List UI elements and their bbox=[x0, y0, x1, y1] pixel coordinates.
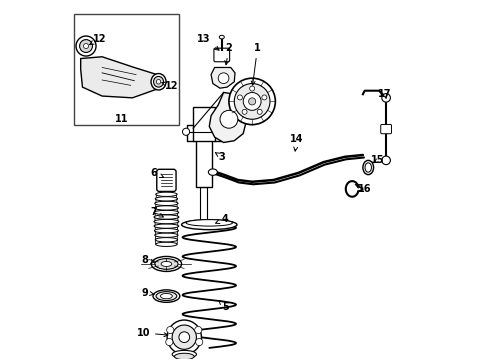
Bar bbox=[200, 187, 207, 223]
Text: 11: 11 bbox=[115, 114, 128, 124]
Ellipse shape bbox=[151, 73, 166, 90]
Ellipse shape bbox=[154, 224, 179, 228]
Text: 12: 12 bbox=[90, 34, 106, 45]
Ellipse shape bbox=[161, 293, 172, 299]
Ellipse shape bbox=[363, 160, 373, 175]
Bar bbox=[74, 14, 179, 125]
Ellipse shape bbox=[365, 163, 371, 172]
Text: 8: 8 bbox=[142, 255, 155, 265]
Text: 14: 14 bbox=[290, 134, 303, 151]
Circle shape bbox=[234, 84, 270, 119]
Text: 1: 1 bbox=[251, 43, 261, 85]
Circle shape bbox=[172, 325, 196, 349]
Circle shape bbox=[242, 109, 247, 114]
Circle shape bbox=[218, 128, 225, 135]
Ellipse shape bbox=[154, 206, 178, 210]
Text: 10: 10 bbox=[136, 328, 168, 338]
Circle shape bbox=[76, 36, 96, 56]
Text: 13: 13 bbox=[197, 34, 219, 50]
Circle shape bbox=[262, 95, 267, 100]
Circle shape bbox=[196, 338, 203, 346]
Ellipse shape bbox=[156, 192, 177, 197]
Ellipse shape bbox=[172, 350, 196, 358]
Ellipse shape bbox=[154, 220, 179, 224]
Text: 9: 9 bbox=[142, 288, 154, 297]
Circle shape bbox=[182, 128, 190, 135]
Ellipse shape bbox=[153, 76, 164, 87]
Circle shape bbox=[249, 86, 255, 91]
Text: 6: 6 bbox=[150, 168, 164, 178]
Text: 4: 4 bbox=[216, 214, 229, 224]
Text: 16: 16 bbox=[355, 184, 371, 194]
Ellipse shape bbox=[186, 220, 232, 226]
Circle shape bbox=[167, 327, 174, 334]
Polygon shape bbox=[211, 67, 235, 88]
Circle shape bbox=[218, 73, 229, 84]
Text: 3: 3 bbox=[216, 152, 225, 162]
Text: 17: 17 bbox=[378, 89, 392, 99]
Ellipse shape bbox=[174, 353, 194, 360]
Circle shape bbox=[167, 320, 201, 354]
Ellipse shape bbox=[151, 256, 182, 271]
Ellipse shape bbox=[155, 201, 178, 206]
Circle shape bbox=[382, 94, 391, 102]
Ellipse shape bbox=[220, 35, 224, 39]
Circle shape bbox=[257, 109, 262, 114]
Ellipse shape bbox=[154, 210, 179, 215]
Ellipse shape bbox=[161, 261, 172, 266]
Text: 7: 7 bbox=[150, 207, 163, 217]
Ellipse shape bbox=[153, 290, 180, 302]
Ellipse shape bbox=[208, 169, 218, 175]
FancyBboxPatch shape bbox=[157, 169, 176, 192]
Circle shape bbox=[220, 111, 238, 128]
Bar bbox=[193, 107, 215, 141]
Text: 12: 12 bbox=[162, 81, 178, 91]
Circle shape bbox=[243, 93, 261, 111]
Ellipse shape bbox=[154, 215, 179, 219]
Circle shape bbox=[195, 327, 202, 334]
Circle shape bbox=[79, 40, 93, 53]
Circle shape bbox=[248, 98, 256, 105]
FancyBboxPatch shape bbox=[381, 125, 392, 134]
Ellipse shape bbox=[155, 233, 178, 237]
Ellipse shape bbox=[182, 220, 237, 230]
Circle shape bbox=[229, 78, 275, 125]
Circle shape bbox=[238, 95, 243, 100]
Ellipse shape bbox=[155, 238, 178, 242]
Ellipse shape bbox=[156, 80, 161, 84]
Ellipse shape bbox=[155, 197, 178, 201]
Polygon shape bbox=[209, 93, 247, 143]
Circle shape bbox=[179, 332, 190, 342]
Text: 15: 15 bbox=[371, 156, 385, 165]
Ellipse shape bbox=[156, 242, 177, 247]
Circle shape bbox=[166, 338, 173, 346]
Bar bbox=[196, 137, 212, 187]
Ellipse shape bbox=[156, 292, 177, 301]
Ellipse shape bbox=[154, 229, 178, 233]
Circle shape bbox=[83, 44, 89, 49]
Ellipse shape bbox=[155, 258, 178, 269]
Circle shape bbox=[382, 156, 391, 165]
FancyBboxPatch shape bbox=[214, 48, 230, 62]
Polygon shape bbox=[81, 57, 163, 98]
Text: 2: 2 bbox=[225, 43, 232, 65]
Text: 5: 5 bbox=[219, 300, 229, 312]
